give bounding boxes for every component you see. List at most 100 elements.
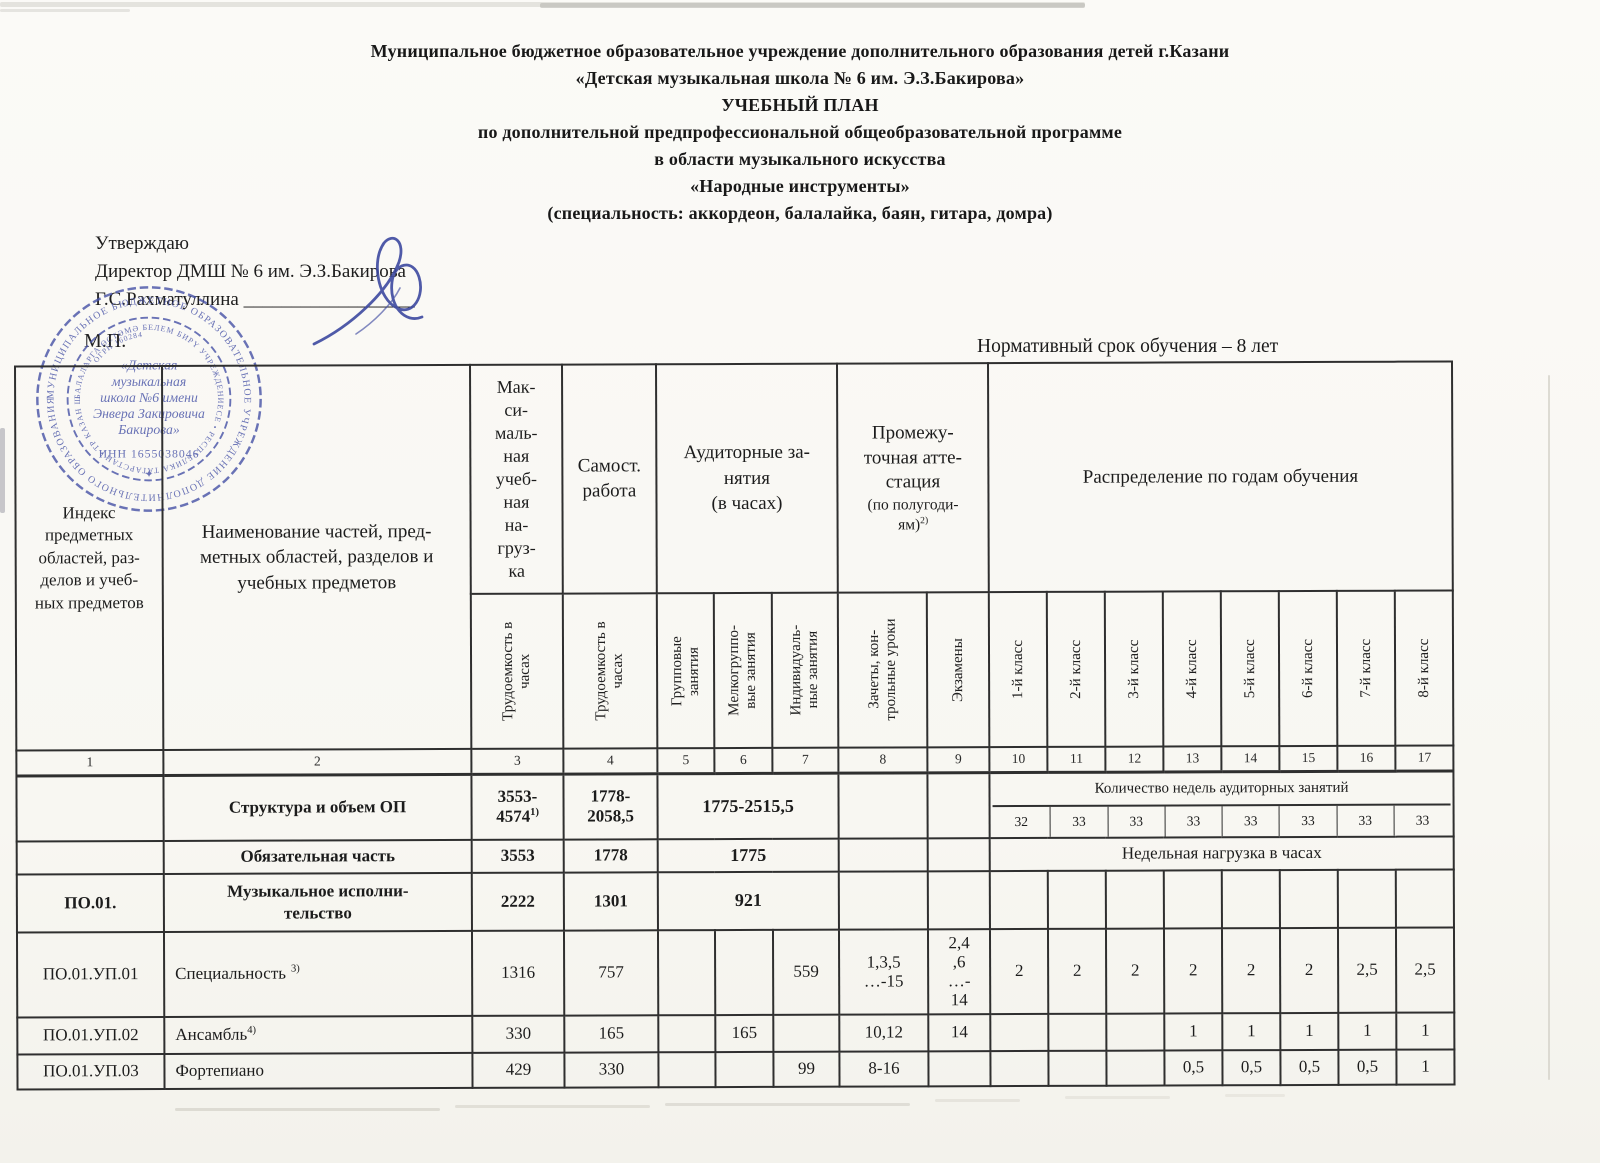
school-stamp: МУНИЦИПАЛЬНОЕ БЮДЖЕТНОЕ ОБРАЗОВАТЕЛЬНОЕ … xyxy=(26,276,262,512)
row-po01: ПО.01. Музыкальное исполни- тельство 222… xyxy=(16,868,1455,933)
year-value: 2 xyxy=(1280,927,1339,1013)
index-value: ПО.01.УП.02 xyxy=(17,1016,165,1055)
header-labor-hours: Трудоемкость в часах xyxy=(470,593,564,749)
stamp-place-label: М.П. xyxy=(84,330,127,352)
title-line: в области музыкального искусства xyxy=(654,149,946,169)
weeks-value: 33 xyxy=(1393,804,1451,836)
row-up02-ensemble: ПО.01.УП.02 Ансамбль4) 330 165 165 10,12… xyxy=(17,1011,1455,1055)
header-row-main: Индекс предметных областей, раз- делов и… xyxy=(15,361,1453,751)
max-load-value: 3553- 45741) xyxy=(471,773,564,840)
header-classroom: Аудиторные за- нятия (в часах) xyxy=(656,363,838,594)
header-exams: Экзамены xyxy=(926,592,990,748)
classroom-value: 921 xyxy=(657,871,840,930)
scan-artifact xyxy=(935,1099,1020,1102)
year-value: 0,5 xyxy=(1222,1049,1281,1085)
col-number: 3 xyxy=(471,748,564,774)
self-work-value: 165 xyxy=(564,1014,659,1053)
weeks-values: 32 33 33 33 33 33 33 33 xyxy=(993,804,1451,837)
year-value xyxy=(1337,869,1397,928)
year-value xyxy=(1395,868,1455,928)
weeks-cell: Количество недель аудиторных занятий 32 … xyxy=(989,770,1454,838)
year-value: 2,5 xyxy=(1396,926,1455,1013)
stamp-inn-text: ИНН 1655038046 xyxy=(99,447,200,461)
max-load-value: 429 xyxy=(472,1052,565,1088)
col-number: 14 xyxy=(1221,746,1280,772)
scan-artifact xyxy=(540,3,1085,8)
curriculum-table: Индекс предметных областей, раз- делов и… xyxy=(14,360,1456,1091)
header-self-work: Самост. работа xyxy=(562,364,657,594)
self-work-value: 757 xyxy=(563,929,659,1016)
table-cell xyxy=(16,774,164,842)
col-number: 1 xyxy=(16,749,164,776)
year-value xyxy=(990,1013,1049,1051)
weeks-value: 33 xyxy=(1164,805,1222,836)
table-cell xyxy=(838,772,928,839)
row-name: Специальность 3) xyxy=(163,930,473,1017)
index-value: ПО.01.УП.03 xyxy=(17,1053,165,1090)
col-number: 17 xyxy=(1395,745,1454,771)
header-tests: Зачеты, кон- трольные уроки xyxy=(837,592,928,748)
group-value xyxy=(658,1051,716,1087)
stamp-center-line: музыкальная xyxy=(111,374,186,389)
weeks-value: 33 xyxy=(1049,806,1108,837)
header-class-8: 8-й класс xyxy=(1394,590,1454,746)
year-value: 1 xyxy=(1280,1012,1339,1050)
header-max-load: Мак- си- маль- ная учеб- ная на- груз- к… xyxy=(470,364,563,594)
col-number: 4 xyxy=(563,748,658,774)
year-value xyxy=(1048,1050,1107,1086)
scan-artifact xyxy=(1065,1096,1170,1099)
title-line: по дополнительной предпрофессиональной о… xyxy=(477,122,1123,142)
max-load-value: 3553 xyxy=(471,839,564,873)
stamp-center-line: «Детская xyxy=(121,358,178,373)
year-value xyxy=(1279,869,1339,928)
row-structure-volume: Структура и объем ОП 3553- 45741) 1778- … xyxy=(16,770,1454,842)
page-edge-line xyxy=(1548,375,1550,1080)
weeks-value: 33 xyxy=(1107,805,1165,837)
weekly-load-header: Недельная нагрузка в часах xyxy=(989,835,1454,871)
individual-value: 99 xyxy=(773,1051,840,1087)
scan-artifact xyxy=(455,1105,650,1108)
header-individual-lessons: Индивидуаль- ные занятия xyxy=(771,592,839,748)
scan-artifact xyxy=(0,9,130,12)
group-value xyxy=(658,1014,716,1052)
row-up01-specialty: ПО.01.УП.01 Специальность 3) 1316 757 559… xyxy=(16,926,1455,1018)
approval-line: Директор ДМШ № 6 им. Э.З.Бакирова xyxy=(95,261,406,282)
year-value: 0,5 xyxy=(1280,1049,1339,1085)
year-value: 0,5 xyxy=(1164,1049,1223,1085)
header-class-3: 3-й класс xyxy=(1104,591,1164,747)
header-years-distribution: Распределение по годам обучения xyxy=(988,361,1453,593)
weeks-value: 33 xyxy=(1221,805,1279,836)
header-labor-hours: Трудоемкость в часах xyxy=(562,593,658,749)
year-value: 1 xyxy=(1222,1012,1281,1050)
weeks-value: 33 xyxy=(1336,805,1394,836)
approval-block: Утверждаю Директор ДМШ № 6 им. Э.З.Бакир… xyxy=(95,230,415,314)
self-work-value: 1301 xyxy=(563,871,658,931)
tests-value: 10,12 xyxy=(839,1013,929,1052)
year-value xyxy=(1105,870,1165,929)
title-line: УЧЕБНЫЙ ПЛАН xyxy=(721,95,879,115)
col-number: 8 xyxy=(838,747,928,773)
individual-value: 559 xyxy=(772,929,840,1015)
table-cell xyxy=(927,772,990,838)
row-name: Музыкальное исполни- тельство xyxy=(163,872,472,932)
max-load-value: 1316 xyxy=(471,930,565,1016)
smallgroup-value: 165 xyxy=(715,1014,774,1052)
header-class-4: 4-й класс xyxy=(1162,591,1222,747)
exams-value xyxy=(928,1050,991,1086)
table-cell xyxy=(838,837,928,872)
scan-artifact xyxy=(1225,1094,1285,1097)
col-number: 12 xyxy=(1105,746,1164,772)
year-value: 2 xyxy=(990,928,1049,1014)
year-value xyxy=(1221,869,1281,928)
individual-value xyxy=(773,1014,840,1052)
year-value: 2 xyxy=(1106,928,1165,1014)
stamp-star-icon: ✦ xyxy=(145,470,154,481)
row-mandatory-part: Обязательная часть 3553 1778 1775 Недель… xyxy=(16,835,1454,875)
row-name: Обязательная часть xyxy=(163,839,472,874)
header-group-lessons: Групповые занятия xyxy=(656,593,715,749)
table-sheet: Индекс предметных областей, раз- делов и… xyxy=(14,360,1456,1091)
classroom-value: 1775 xyxy=(657,838,839,872)
document-title: Муниципальное бюджетное образовательное … xyxy=(0,38,1600,227)
signature-line: __________________ xyxy=(243,289,415,310)
year-value xyxy=(990,1050,1049,1086)
